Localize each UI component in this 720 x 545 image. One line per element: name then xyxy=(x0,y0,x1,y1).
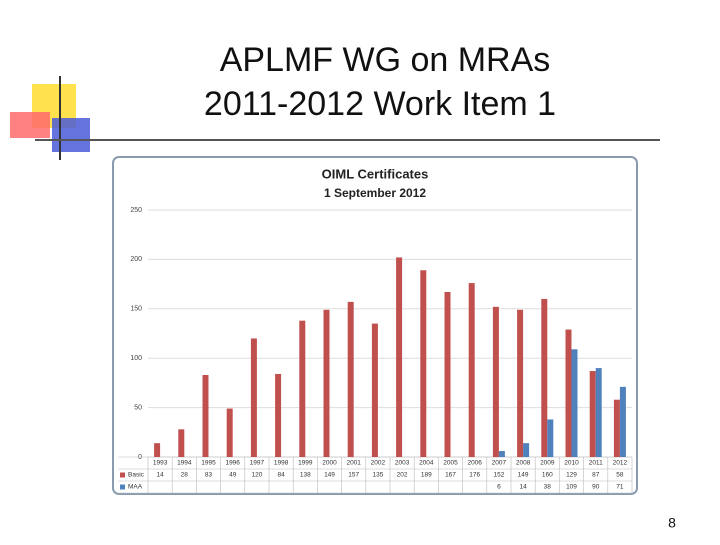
bar xyxy=(396,257,403,457)
legend-swatch xyxy=(120,484,125,490)
legend-label: MAA xyxy=(128,484,143,491)
x-tick-label: 1994 xyxy=(177,460,192,467)
chart-title: OIML Certificates xyxy=(322,166,429,181)
chart-subtitle: 1 September 2012 xyxy=(324,186,426,200)
y-tick-label: 250 xyxy=(130,207,142,214)
table-value: 120 xyxy=(251,472,262,479)
table-value: 83 xyxy=(205,472,213,479)
legend-label: Basic xyxy=(128,472,145,479)
table-value: 87 xyxy=(592,472,600,479)
y-tick-label: 200 xyxy=(130,256,142,263)
table-value: 14 xyxy=(519,484,527,491)
table-value: 149 xyxy=(324,472,335,479)
table-value: 6 xyxy=(497,484,501,491)
slide-title: 2011-2012 Work Item 1 xyxy=(204,85,556,123)
x-tick-label: 1997 xyxy=(250,460,265,467)
table-value: 160 xyxy=(542,472,553,479)
x-tick-label: 2001 xyxy=(346,460,361,467)
table-value: 167 xyxy=(445,472,456,479)
y-tick-label: 50 xyxy=(134,404,142,411)
x-tick-label: 2000 xyxy=(322,460,337,467)
table-value: 14 xyxy=(156,472,164,479)
page-number: 8 xyxy=(668,515,676,531)
bar xyxy=(250,338,257,457)
x-tick-label: 2010 xyxy=(564,460,579,467)
bar xyxy=(619,386,626,457)
legend-swatch xyxy=(120,472,125,478)
bar xyxy=(565,329,572,457)
bar xyxy=(498,451,505,457)
table-value: 28 xyxy=(181,472,189,479)
table-value: 58 xyxy=(616,472,624,479)
x-tick-label: 1995 xyxy=(201,460,216,467)
x-tick-label: 2008 xyxy=(516,460,531,467)
x-tick-label: 1993 xyxy=(153,460,168,467)
bar xyxy=(275,374,282,457)
table-value: 149 xyxy=(518,472,529,479)
bar xyxy=(420,270,427,457)
bar xyxy=(523,443,530,457)
table-value: 202 xyxy=(397,472,408,479)
x-tick-label: 2006 xyxy=(467,460,482,467)
x-tick-label: 2011 xyxy=(589,460,603,467)
x-tick-label: 2004 xyxy=(419,460,434,467)
bar xyxy=(589,371,596,457)
x-tick-label: 2003 xyxy=(395,460,410,467)
table-value: 38 xyxy=(544,484,552,491)
table-value: 138 xyxy=(300,472,311,479)
table-value: 84 xyxy=(277,472,285,479)
bar xyxy=(547,419,554,457)
bar xyxy=(154,443,161,457)
bar xyxy=(492,306,499,457)
deco-red xyxy=(10,112,50,138)
y-tick-label: 150 xyxy=(130,306,142,313)
bar xyxy=(347,301,354,457)
table-value: 176 xyxy=(469,472,480,479)
bar xyxy=(371,323,378,457)
bar xyxy=(571,349,578,457)
bar xyxy=(299,320,306,457)
y-tick-label: 100 xyxy=(130,355,142,362)
x-tick-label: 1996 xyxy=(225,460,240,467)
bar xyxy=(595,368,602,457)
bar xyxy=(468,283,475,457)
x-tick-label: 1998 xyxy=(274,460,289,467)
bar xyxy=(613,399,620,457)
bar xyxy=(444,292,451,457)
x-tick-label: 2009 xyxy=(540,460,555,467)
table-value: 49 xyxy=(229,472,237,479)
table-value: 109 xyxy=(566,484,577,491)
x-tick-label: 2002 xyxy=(371,460,386,467)
y-tick-label: 0 xyxy=(138,454,142,461)
x-tick-label: 2012 xyxy=(613,460,628,467)
bar xyxy=(517,309,524,457)
bar xyxy=(323,309,330,457)
x-tick-label: 2005 xyxy=(443,460,458,467)
table-value: 152 xyxy=(493,472,504,479)
bar xyxy=(178,429,185,457)
table-value: 129 xyxy=(566,472,577,479)
table-value: 71 xyxy=(616,484,624,491)
table-value: 157 xyxy=(348,472,359,479)
bar xyxy=(541,298,548,457)
bar xyxy=(202,374,209,457)
x-tick-label: 2007 xyxy=(492,460,507,467)
x-tick-label: 1999 xyxy=(298,460,313,467)
table-value: 90 xyxy=(592,484,600,491)
table-value: 135 xyxy=(372,472,383,479)
deco-blue xyxy=(52,118,90,152)
slide-title: APLMF WG on MRAs xyxy=(220,41,551,79)
table-value: 189 xyxy=(421,472,432,479)
bar xyxy=(226,408,233,457)
